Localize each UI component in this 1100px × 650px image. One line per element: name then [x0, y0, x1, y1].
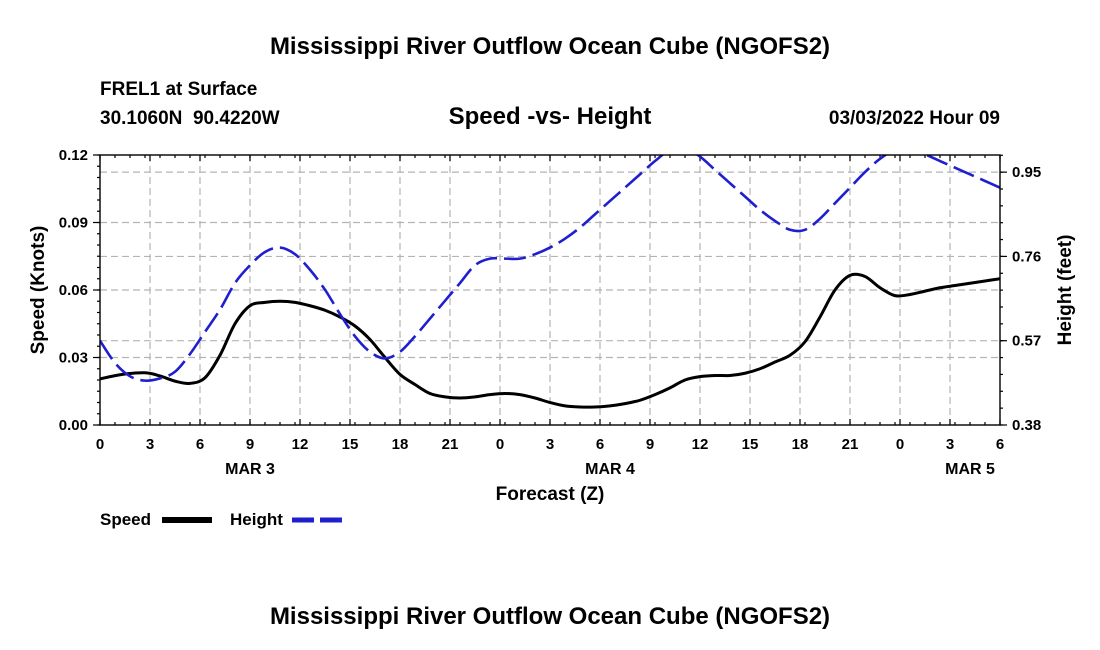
- plot-frame: [99, 154, 1001, 426]
- x-tick-label: 21: [842, 436, 859, 453]
- x-tick-label: 12: [692, 436, 709, 453]
- station-coordinates: 30.1060N 90.4220W: [100, 108, 280, 129]
- x-axis-tick-labels: 0 3 6 9 12 15 18 21 0 3 6 9 12 15 18 21 0 3 6: [96, 436, 1004, 453]
- x-tick-label: 6: [196, 436, 204, 453]
- x-tick-label: 6: [596, 436, 604, 453]
- y-axis-right-title: Height (feet): [1055, 235, 1076, 346]
- x-tick-label: 0: [96, 436, 104, 453]
- x-tick-label: 12: [292, 436, 309, 453]
- grid-lines: [100, 155, 1000, 425]
- legend-height-label: Height: [230, 510, 283, 529]
- x-tick-label: 6: [996, 436, 1004, 453]
- x-tick-label: 18: [392, 436, 409, 453]
- legend-speed-label: Speed: [100, 510, 151, 529]
- y-left-tick-label: 0.09: [59, 215, 88, 232]
- series-layer: [100, 155, 1000, 409]
- date-label: MAR 4: [585, 461, 635, 478]
- x-axis-title: Forecast (Z): [496, 484, 605, 505]
- x-tick-label: 9: [646, 436, 654, 453]
- left-axis-tick-labels: 0.00 0.03 0.06 0.09 0.12: [59, 147, 88, 434]
- y-axis-left-title: Speed (Knots): [28, 226, 49, 355]
- plot-area: [93, 154, 1007, 426]
- y-left-tick-label: 0.00: [59, 417, 88, 434]
- y-right-tick-label: 0.57: [1012, 333, 1041, 350]
- date-labels: MAR 3 MAR 4 MAR 5: [225, 461, 995, 478]
- y-left-tick-label: 0.06: [59, 282, 88, 299]
- station-label: FREL1 at Surface: [100, 79, 257, 100]
- chart-title: Mississippi River Outflow Ocean Cube (NG…: [270, 33, 830, 60]
- x-tick-label: 3: [546, 436, 554, 453]
- series-line-height: [100, 155, 1000, 383]
- x-tick-label: 18: [792, 436, 809, 453]
- y-left-tick-label: 0.03: [59, 350, 88, 367]
- forecast-timestamp: 03/03/2022 Hour 09: [829, 108, 1000, 129]
- footer-title: Mississippi River Outflow Ocean Cube (NG…: [270, 603, 830, 630]
- x-tick-label: 15: [342, 436, 359, 453]
- chart-subtitle: Speed -vs- Height: [449, 103, 652, 130]
- y-right-tick-label: 0.38: [1012, 417, 1041, 434]
- y-right-tick-label: 0.95: [1012, 164, 1041, 181]
- x-tick-label: 3: [146, 436, 154, 453]
- date-label: MAR 3: [225, 461, 275, 478]
- x-tick-label: 0: [496, 436, 504, 453]
- y-right-tick-label: 0.76: [1012, 248, 1041, 265]
- date-label: MAR 5: [945, 461, 995, 478]
- right-axis-tick-labels: 0.38 0.57 0.76 0.95: [1012, 164, 1041, 434]
- series-line-speed: [100, 272, 1000, 409]
- legend: Speed Height: [100, 510, 342, 529]
- x-tick-label: 9: [246, 436, 254, 453]
- x-tick-label: 21: [442, 436, 459, 453]
- x-tick-label: 15: [742, 436, 759, 453]
- y-left-tick-label: 0.12: [59, 147, 88, 164]
- x-tick-label: 0: [896, 436, 904, 453]
- x-tick-label: 3: [946, 436, 954, 453]
